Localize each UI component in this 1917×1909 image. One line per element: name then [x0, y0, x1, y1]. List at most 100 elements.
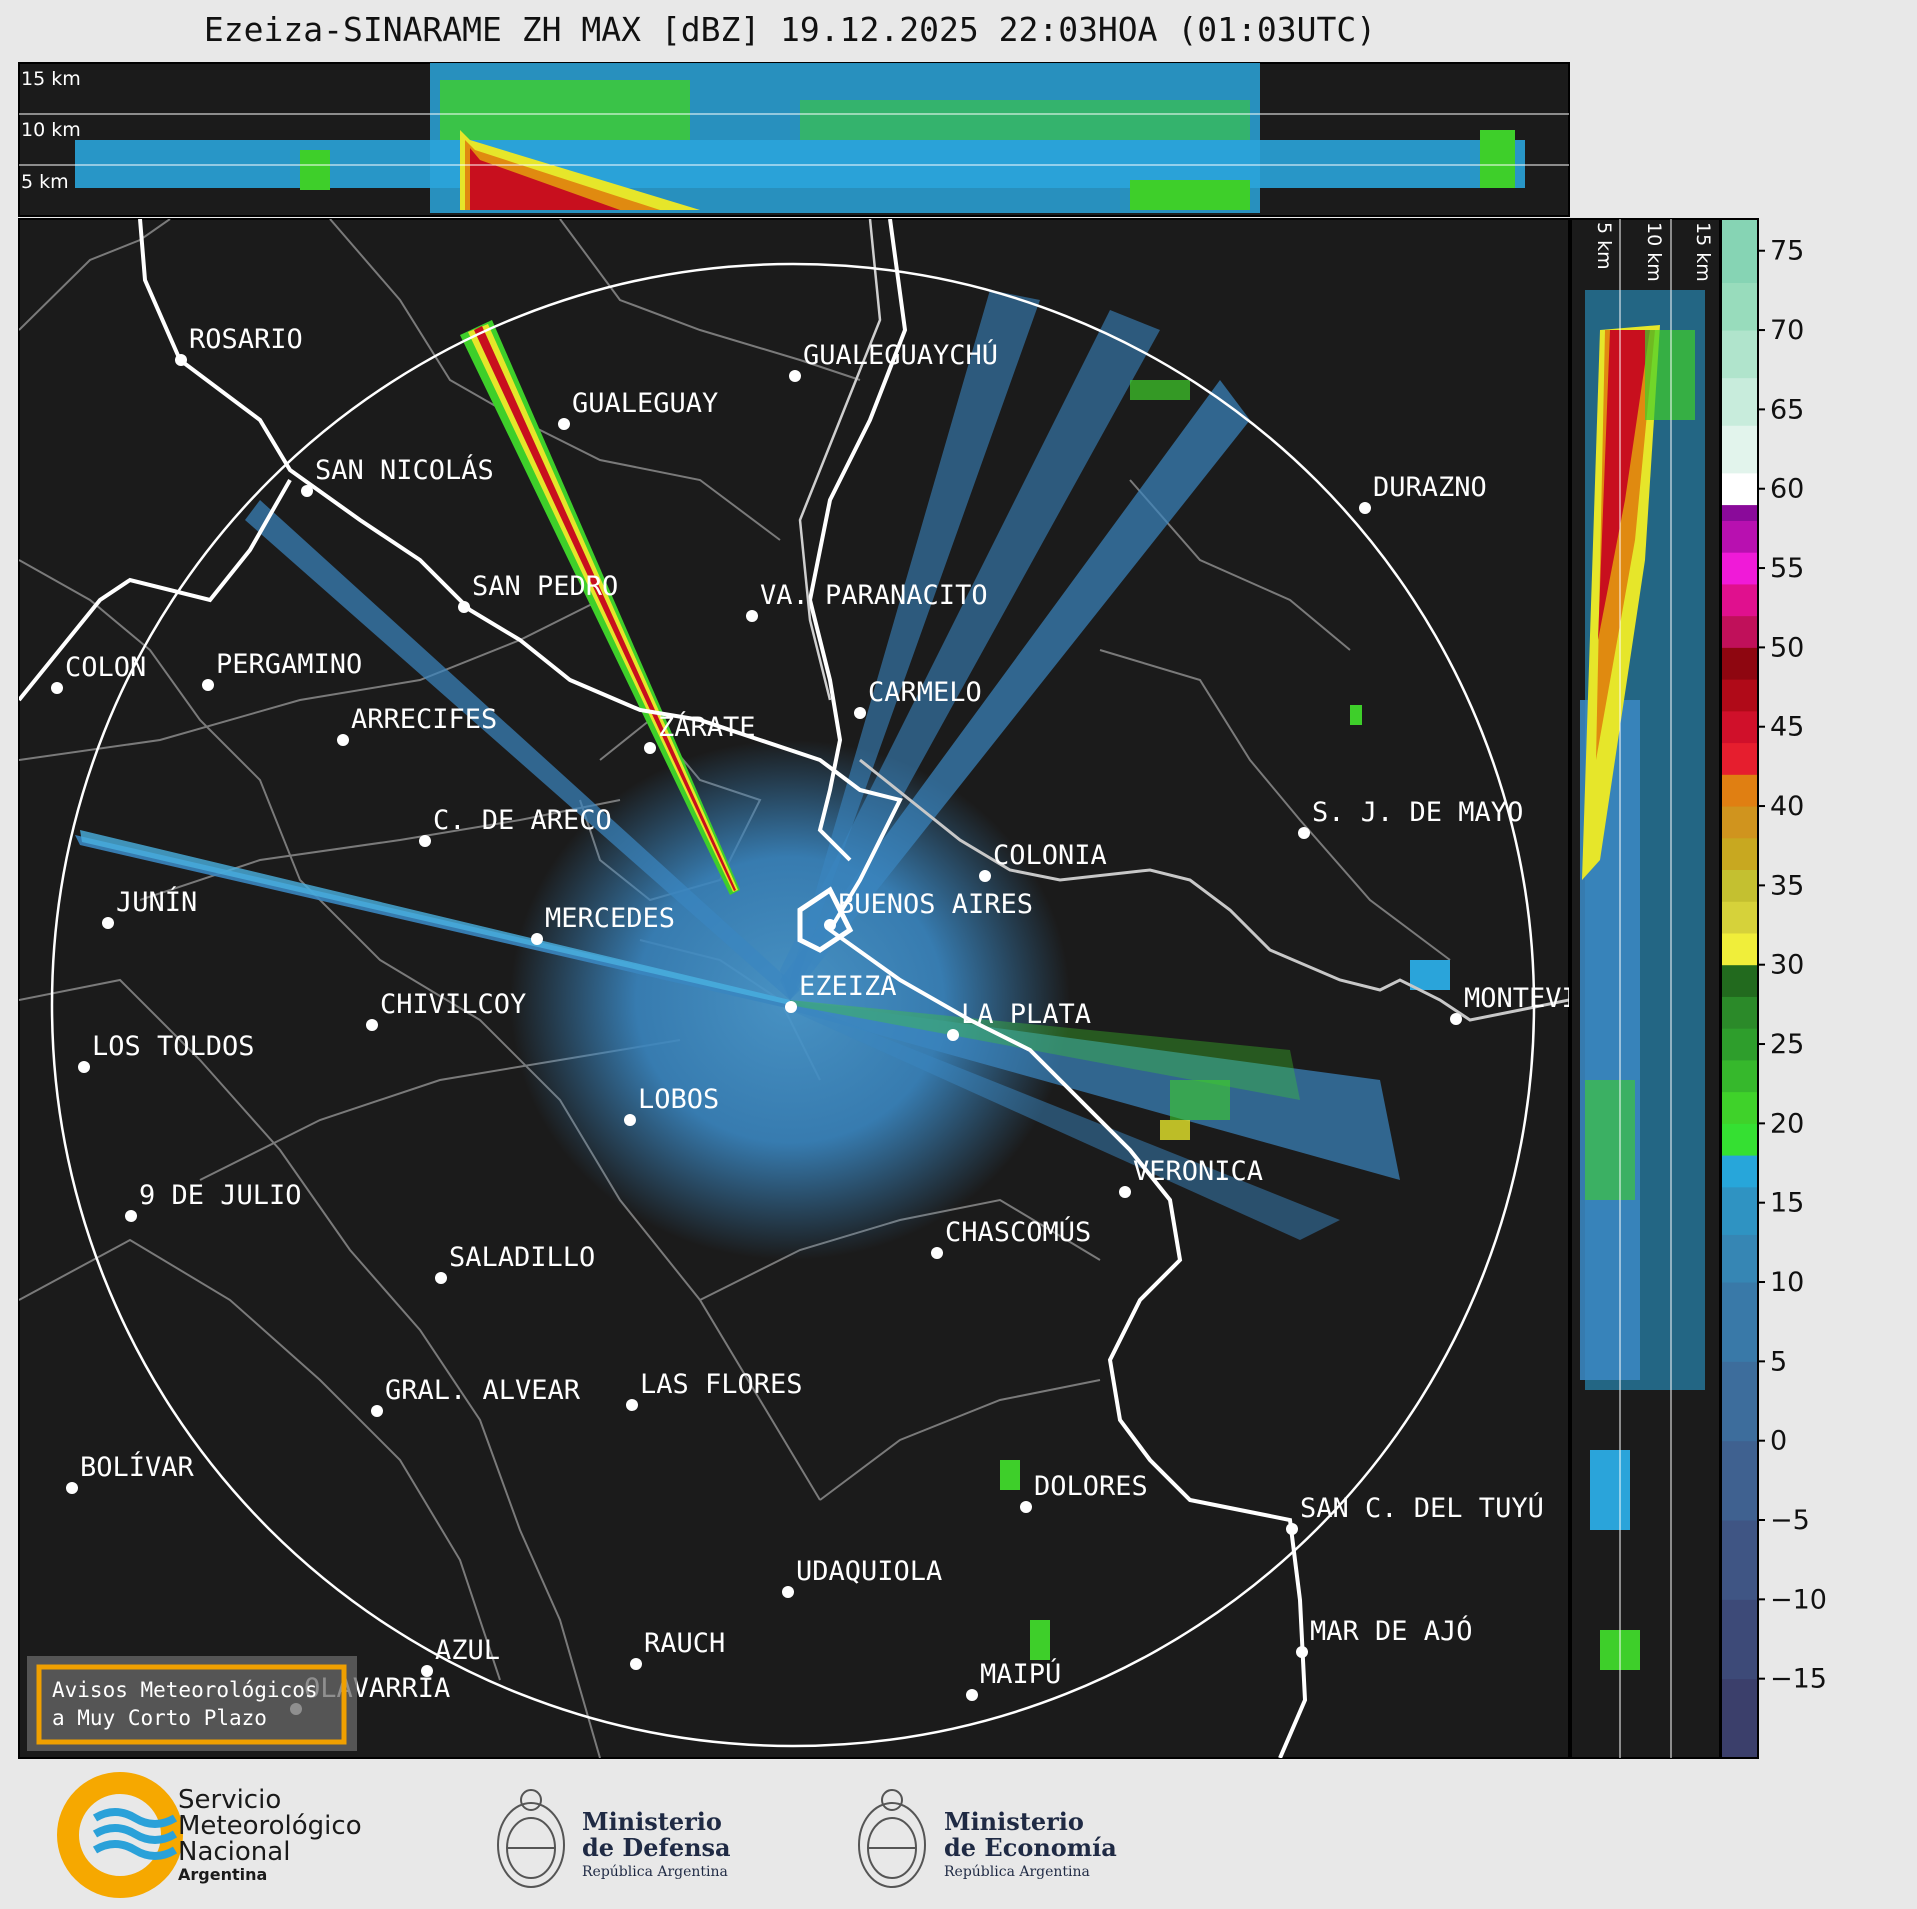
- colorbar-band: [1721, 377, 1758, 426]
- chart-title: Ezeiza-SINARAME ZH MAX [dBZ] 19.12.2025 …: [203, 10, 1377, 49]
- city-label: CHIVILCOY: [380, 989, 526, 1020]
- city-label: GUALEGUAYCHÚ: [803, 339, 998, 371]
- colorbar-band: [1721, 1234, 1758, 1283]
- colorbar-tick-label: 50: [1770, 632, 1804, 663]
- economia-logo-line2: de Economía: [944, 1833, 1117, 1862]
- argentina-coat-of-arms-icon: [497, 1789, 565, 1888]
- city-label: ARRECIFES: [351, 704, 497, 735]
- smn-logo-line2: Meteorológico: [178, 1811, 362, 1841]
- city-marker-icon: [531, 933, 543, 945]
- colorbar-tick-label: 65: [1770, 394, 1804, 425]
- city-marker-icon: [1020, 1501, 1032, 1513]
- city-label: GRAL. ALVEAR: [385, 1375, 581, 1406]
- colorbar-tick-label: 60: [1770, 474, 1804, 505]
- colorbar-band: [1721, 504, 1758, 521]
- smn-emblem-icon: [57, 1772, 183, 1898]
- city-marker-icon: [824, 919, 836, 931]
- colorbar-band: [1721, 615, 1758, 648]
- colorbar-band: [1721, 282, 1758, 331]
- colorbar-tick-label: 15: [1770, 1188, 1804, 1219]
- colorbar-bands: [1721, 219, 1758, 1759]
- city-marker-icon: [435, 1272, 447, 1284]
- colorbar-band: [1721, 1091, 1758, 1124]
- city-label: LOS TOLDOS: [92, 1031, 255, 1062]
- city-label: AZUL: [435, 1635, 500, 1666]
- colorbar-band: [1721, 1282, 1758, 1362]
- city-label: LOBOS: [638, 1084, 719, 1115]
- city-marker-icon: [624, 1114, 636, 1126]
- colorbar-tick-label: 40: [1770, 791, 1804, 822]
- colorbar-band: [1721, 806, 1758, 839]
- colorbar-band: [1721, 583, 1758, 617]
- city-label: VA. PARANACITO: [760, 580, 988, 611]
- city-label: DURAZNO: [1373, 472, 1487, 503]
- colorbar-band: [1721, 679, 1758, 712]
- city-marker-icon: [947, 1029, 959, 1041]
- colorbar-band: [1721, 219, 1758, 283]
- colorbar-band: [1721, 996, 1758, 1029]
- city-label: BUENOS AIRES: [838, 889, 1033, 920]
- city-label: C. DE ARECO: [433, 805, 612, 836]
- colorbar-band: [1721, 964, 1758, 997]
- colorbar-tick-label: 30: [1770, 950, 1804, 981]
- city-marker-icon: [175, 354, 187, 366]
- economia-logo-line1: Ministerio: [944, 1807, 1084, 1836]
- colorbar-tick-label: 25: [1770, 1029, 1804, 1060]
- city-marker-icon: [125, 1210, 137, 1222]
- colorbar-band: [1721, 710, 1758, 744]
- city-marker-icon: [630, 1658, 642, 1670]
- city-marker-icon: [371, 1405, 383, 1417]
- city-marker-icon: [1298, 827, 1310, 839]
- colorbar-band: [1721, 425, 1758, 474]
- city-marker-icon: [558, 418, 570, 430]
- colorbar-tick-label: 75: [1770, 236, 1804, 267]
- city-label: JUNÍN: [116, 886, 197, 918]
- city-label: BOLÍVAR: [80, 1451, 195, 1483]
- colorbar-tick-label: 5: [1770, 1346, 1787, 1377]
- defensa-logo: Ministerio de Defensa República Argentin…: [497, 1789, 731, 1888]
- top-echo-layer: [75, 63, 1525, 213]
- defensa-logo-line1: Ministerio: [582, 1807, 722, 1836]
- city-marker-icon: [979, 870, 991, 882]
- city-label: MERCEDES: [545, 903, 675, 934]
- colorbar-band: [1721, 1186, 1758, 1235]
- alert-box[interactable]: Avisos Meteorológicos a Muy Corto Plazo: [27, 1656, 357, 1751]
- side-height-label: 10 km: [1643, 222, 1665, 282]
- city-label: UDAQUIOLA: [796, 1556, 942, 1587]
- defensa-logo-line2: de Defensa: [582, 1833, 731, 1862]
- city-label: GUALEGUAY: [572, 388, 718, 419]
- colorbar-tick-label: 35: [1770, 870, 1804, 901]
- colorbar-band: [1721, 774, 1758, 807]
- city-marker-icon: [1286, 1523, 1298, 1535]
- city-label: SALADILLO: [449, 1242, 595, 1273]
- city-label: ZÁRATE: [658, 711, 756, 743]
- alert-box-line2: a Muy Corto Plazo: [52, 1706, 267, 1730]
- city-marker-icon: [1359, 502, 1371, 514]
- city-marker-icon: [78, 1061, 90, 1073]
- colorbar-tick-label: 45: [1770, 712, 1804, 743]
- city-label: SAN NICOLÁS: [315, 454, 494, 486]
- colorbar-band: [1721, 1123, 1758, 1156]
- city-marker-icon: [66, 1482, 78, 1494]
- colorbar-band: [1721, 1059, 1758, 1093]
- city-marker-icon: [301, 485, 313, 497]
- city-markers: ROSARIO GUALEGUAYCHÚ GUALEGUAY SAN NICOLÁS D…: [51, 324, 1569, 1715]
- city-label: ROSARIO: [189, 324, 303, 355]
- top-cross-section-panel: 15 km 10 km 5 km: [18, 62, 1570, 217]
- colorbar-band: [1721, 869, 1758, 902]
- city-marker-icon: [1119, 1186, 1131, 1198]
- city-marker-icon: [202, 679, 214, 691]
- colorbar-band: [1721, 1599, 1758, 1680]
- colorbar-band: [1721, 647, 1758, 680]
- city-marker-icon: [782, 1586, 794, 1598]
- colorbar-band: [1721, 837, 1758, 871]
- colorbar-tick-label: −10: [1770, 1584, 1827, 1615]
- smn-logo: Servicio Meteorológico Nacional Argentin…: [57, 1772, 362, 1898]
- city-marker-icon: [1296, 1646, 1308, 1658]
- side-height-label: 15 km: [1692, 222, 1714, 282]
- argentina-coat-of-arms-icon: [858, 1789, 926, 1888]
- top-height-label: 15 km: [21, 68, 81, 90]
- city-marker-icon: [366, 1019, 378, 1031]
